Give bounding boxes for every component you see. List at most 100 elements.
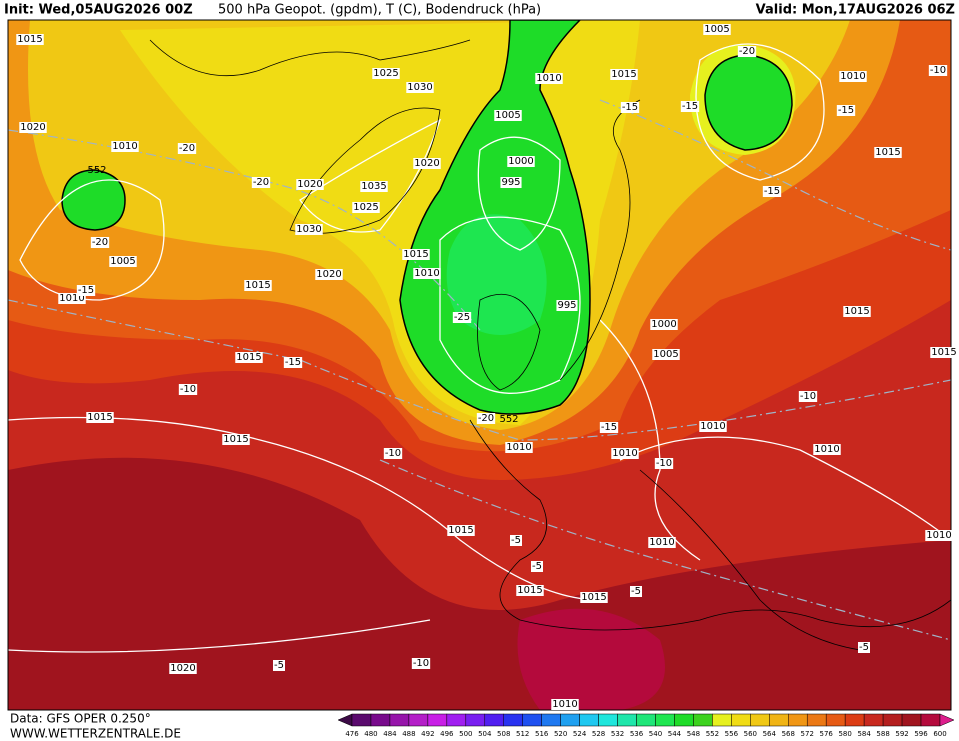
isobar-label-box (244, 280, 272, 291)
colorbar-box (655, 713, 675, 727)
isobar-label: 1010 (814, 444, 839, 455)
geopotential-label: 552 (499, 414, 518, 425)
isobar-label: 995 (501, 177, 520, 188)
colorbar-tick-label: 516 (535, 730, 549, 738)
temperature-label-box (251, 177, 271, 188)
temperature-label-box (383, 448, 403, 459)
colorbar-box (370, 713, 391, 727)
isobar-label: 1010 (552, 699, 577, 710)
colorbar-tick-label: 536 (630, 730, 644, 738)
colorbar-box (844, 713, 865, 727)
colorbar-tick-label: 540 (649, 730, 662, 738)
colorbar-tick-label: 572 (801, 730, 814, 738)
isobar-label: 1005 (110, 256, 135, 267)
isobar-label-box (296, 179, 324, 190)
isobar-label: 1020 (414, 158, 439, 169)
temperature-label-box (762, 186, 782, 197)
temperature-label-box (836, 105, 856, 116)
isobar-label: 1015 (875, 147, 900, 158)
isobar-label: 995 (557, 300, 576, 311)
colorbar-box (806, 713, 827, 727)
isobar-label: 1030 (407, 82, 432, 93)
isobar-label-box (930, 347, 958, 358)
temperature-label-box (510, 535, 522, 546)
isobar-label-box (295, 224, 323, 235)
isobar-label: 1025 (353, 202, 378, 213)
temperature-label-box (283, 357, 303, 368)
isobar-label: 1010 (112, 141, 137, 152)
colorbar-box (541, 713, 561, 727)
colorbar-box (560, 713, 580, 727)
colorbar-tick-label: 528 (592, 730, 605, 738)
temperature-label: -10 (656, 458, 672, 469)
isobar-label: 1015 (581, 592, 606, 603)
colorbar-tick-label: 564 (763, 730, 777, 738)
colorbar-box (598, 713, 618, 727)
colorbar-box (769, 713, 789, 727)
temperature-label: -20 (92, 237, 108, 248)
colorbar-tick-label: 560 (744, 730, 757, 738)
isobar-label-box (650, 319, 678, 330)
isobar-label: 1010 (506, 442, 531, 453)
temperature-label: -10 (413, 658, 429, 669)
colorbar-tick-label: 532 (611, 730, 624, 738)
isobar-label: 1015 (245, 280, 270, 291)
isobar-label-box (86, 412, 114, 423)
isobar-label-box (406, 82, 434, 93)
isobar-label: 1015 (236, 352, 261, 363)
isobar-label-box (703, 24, 731, 35)
isobar-label-box (874, 147, 902, 158)
isobar-label-box (413, 268, 441, 279)
temperature-label-box (90, 237, 110, 248)
isobar-label-box (111, 141, 139, 152)
isobar-label: 1005 (704, 24, 729, 35)
temperature-label: -15 (601, 422, 617, 433)
temperature-label-box (452, 312, 472, 323)
temperature-label: -15 (622, 102, 638, 113)
colorbar-tick-label: 500 (459, 730, 472, 738)
colorbar-box (731, 713, 751, 727)
isobar-label: 1005 (653, 349, 678, 360)
temperature-label: -10 (930, 65, 946, 76)
coastlines (149, 39, 951, 651)
isobar-label-box (839, 71, 867, 82)
isobar-label: 1010 (612, 448, 637, 459)
isobar-label-box (551, 699, 579, 710)
temperature-label: -15 (78, 285, 94, 296)
isobar-label: 1000 (651, 319, 676, 330)
temperature-label: -10 (385, 448, 401, 459)
colorbar-box (446, 713, 467, 727)
isobar-label-box (352, 202, 380, 213)
isobar-label-box (494, 110, 522, 121)
isobar-label: 1015 (403, 249, 428, 260)
temperature-label: -20 (739, 46, 755, 57)
isobar-label-box (372, 68, 400, 79)
isobar-label-box (611, 448, 639, 459)
isobar-label-box (652, 349, 680, 360)
temperature-label: -15 (285, 357, 301, 368)
temperature-label: -10 (180, 384, 196, 395)
colorbar-tick-label: 508 (497, 730, 510, 738)
map-field (8, 20, 951, 710)
colorbar-tick-label: 480 (364, 730, 377, 738)
isobar-label-box (610, 69, 638, 80)
isobar-label-box (360, 181, 388, 192)
colorbar-tick-label: 556 (725, 730, 739, 738)
temperature-label: -5 (274, 660, 284, 671)
isobar-label-box (109, 256, 137, 267)
map-labels: 1015 1025 1030 1010 1015 1005 1010 1020 1010 1005… (16, 24, 958, 710)
colorbar-tick-label: 568 (782, 730, 795, 738)
colorbar-tick-label: 548 (687, 730, 700, 738)
temperature-label: -15 (764, 186, 780, 197)
init-label: Init: Wed,05AUG2026 00Z (4, 3, 193, 18)
temperature-label: -5 (511, 535, 521, 546)
colorbar-box (882, 713, 903, 727)
colorbar-box (788, 713, 808, 727)
temperature-label-box (76, 285, 96, 296)
colorbar-tick-label: 544 (668, 730, 682, 738)
isobar-label: 1015 (17, 34, 42, 45)
map-frame (7, 19, 952, 711)
isobar-label-box (19, 122, 47, 133)
isobar-label: 1015 (448, 525, 473, 536)
temperature-label: -15 (838, 105, 854, 116)
